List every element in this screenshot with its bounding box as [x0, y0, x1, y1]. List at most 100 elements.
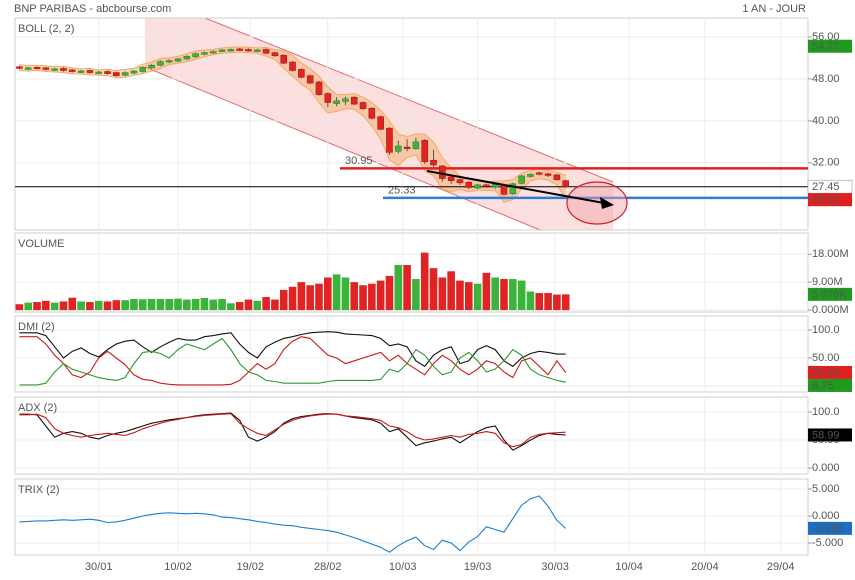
volume-bar	[315, 283, 323, 311]
candle-body	[262, 49, 270, 54]
main-layer: 30/01 10/02 19/02 28/02 10/03 19/03 30/03 10/04…	[15, 23, 853, 573]
panel-title: BOLL (2, 2)	[18, 23, 74, 35]
candle-body	[254, 49, 261, 52]
volume-bar	[68, 297, 77, 311]
volume-bar	[509, 279, 517, 311]
candle-body	[24, 67, 32, 70]
candle-body	[324, 93, 332, 103]
y-tick-label: 48.00	[812, 73, 840, 85]
candle-body	[447, 176, 455, 181]
last-value-label: 58.99	[812, 429, 840, 441]
last-value-label: 27.45	[812, 181, 840, 193]
candle-body	[430, 159, 437, 166]
volume-bar	[33, 302, 41, 311]
candle-body	[209, 51, 217, 54]
candle-body	[518, 175, 525, 184]
candle-body	[60, 68, 67, 71]
volume-bar	[526, 291, 535, 311]
panel-frame	[14, 478, 809, 556]
y-tick-label: 0.000	[812, 462, 840, 474]
volume-bar	[394, 265, 403, 311]
last-value-box	[808, 521, 852, 535]
y-tick-label: 40.00	[812, 115, 840, 127]
candle-body	[386, 127, 393, 153]
volume-bar	[482, 272, 491, 311]
candle-body	[315, 81, 323, 95]
y-tick-label: 50.00	[812, 352, 840, 364]
volume-bar	[103, 301, 112, 311]
y-tick-label: 100.0	[812, 406, 840, 418]
candle-body	[474, 184, 481, 189]
candle-body	[456, 179, 464, 184]
candle-body	[350, 96, 358, 105]
indicator-line	[19, 331, 566, 368]
candle-body	[201, 52, 208, 55]
volume-bar	[385, 275, 394, 311]
x-tick-label: 10/02	[164, 561, 192, 573]
candle-body	[553, 174, 561, 180]
volume-bar	[15, 304, 24, 311]
volume-bar	[306, 285, 314, 311]
volume-bar	[77, 301, 85, 311]
volume-bar	[473, 283, 482, 311]
candle-body	[289, 61, 296, 71]
candle-body	[483, 184, 490, 187]
candle-body	[544, 173, 552, 176]
volume-bar	[447, 271, 455, 311]
indicator-line	[19, 495, 567, 553]
volume-bar	[24, 302, 33, 311]
last-value-box	[808, 193, 852, 207]
volume-bar	[412, 279, 420, 311]
x-tick-label: 20/04	[691, 561, 719, 573]
panel-frame	[14, 17, 809, 231]
volume-bar	[156, 298, 165, 311]
candle-body	[77, 70, 85, 73]
volume-bar	[121, 300, 129, 311]
volume-bar	[59, 301, 68, 311]
volume-bar	[341, 277, 350, 311]
candle-body	[271, 52, 279, 57]
candle-body	[183, 56, 191, 60]
background-layer	[14, 17, 809, 556]
candle-body	[42, 67, 50, 70]
candle-body	[51, 68, 58, 71]
volume-bar	[112, 300, 121, 311]
volume-bar	[271, 299, 279, 311]
volume-bar	[323, 277, 332, 311]
candle-body	[394, 145, 402, 152]
candle-body	[465, 181, 473, 188]
volume-bar	[500, 279, 508, 311]
volume-bar	[200, 298, 209, 311]
volume-bar	[376, 280, 385, 311]
candle-body	[157, 61, 164, 66]
candle-body	[535, 172, 543, 175]
bollinger-lower	[19, 51, 567, 203]
candle-body	[421, 139, 429, 163]
volume-bar	[42, 300, 50, 311]
candle-body	[298, 69, 305, 78]
volume-bar	[544, 293, 552, 311]
candle-body	[218, 49, 226, 52]
volume-bar	[332, 274, 341, 311]
candle-body	[333, 100, 340, 104]
candle-body	[245, 49, 252, 52]
last-value-box	[808, 428, 852, 442]
candle-body	[562, 180, 569, 188]
candle-body	[95, 71, 103, 74]
last-value-label: 5 076K	[812, 289, 848, 301]
annotation-layer	[426, 170, 628, 225]
volume-bar	[218, 298, 226, 311]
y-tick-label: 32.00	[812, 157, 840, 169]
candle-body	[368, 107, 376, 119]
x-tick-label: 10/03	[389, 561, 417, 573]
y-tick-label: 9.00M	[812, 276, 843, 288]
volume-bar	[403, 265, 411, 311]
highlight-ellipse	[566, 181, 628, 225]
candle-body	[227, 49, 235, 52]
candle-body	[16, 66, 23, 69]
y-tick-label: -5.000	[812, 537, 843, 549]
volume-bar	[165, 298, 173, 311]
x-tick-label: 28/02	[314, 561, 342, 573]
